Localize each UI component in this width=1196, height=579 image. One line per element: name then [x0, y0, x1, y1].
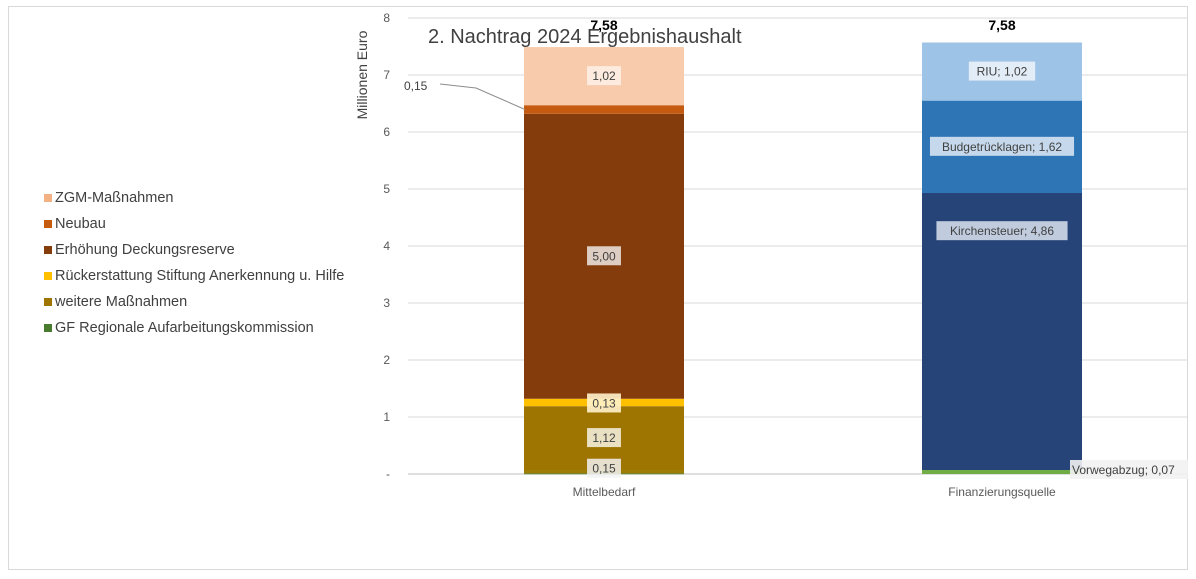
- x-tick-label: Finanzierungsquelle: [948, 485, 1056, 499]
- data-labels: 0,15 1,12 0,13 5,00 0,15 1,02 Vorwegabzug; 0,0…: [404, 17, 1189, 480]
- legend-swatch: [44, 194, 52, 202]
- legend-item: Erhöhung Deckungsreserve: [44, 237, 344, 263]
- data-label: Budgetrücklagen; 1,62: [942, 140, 1062, 154]
- data-label: Kirchensteuer; 4,86: [950, 224, 1054, 238]
- legend-item: ZGM-Maßnahmen: [44, 185, 344, 211]
- data-label-box: [587, 246, 621, 266]
- data-label: Vorwegabzug; 0,07: [1072, 463, 1175, 477]
- legend-label: ZGM-Maßnahmen: [55, 190, 174, 206]
- x-tick-label: Mittelbedarf: [573, 485, 636, 499]
- data-label-box: [587, 428, 621, 448]
- data-label: RIU; 1,02: [977, 65, 1028, 79]
- data-label: 0,15: [404, 79, 428, 93]
- chart-legend: ZGM-Maßnahmen Neubau Erhöhung Deckungsre…: [44, 185, 344, 341]
- total-label: 7,58: [590, 17, 617, 33]
- data-label-box: [587, 458, 621, 478]
- data-label-box: [929, 136, 1075, 156]
- legend-swatch: [44, 246, 52, 254]
- legend-label: weitere Maßnahmen: [55, 294, 188, 310]
- legend-label: Erhöhung Deckungsreserve: [55, 242, 235, 258]
- bar-segment: [524, 105, 684, 114]
- y-tick-label: 7: [383, 68, 390, 82]
- data-label: 1,12: [592, 431, 616, 445]
- legend-label: Rückerstattung Stiftung Anerkennung u. H…: [55, 268, 345, 284]
- legend-label: Neubau: [55, 216, 106, 232]
- data-label-box: [587, 66, 621, 86]
- legend-swatch: [44, 324, 52, 332]
- data-label-box: [936, 221, 1068, 241]
- y-tick-label: 8: [383, 11, 390, 25]
- bar-segment: [922, 470, 1082, 474]
- data-label: 0,15: [592, 462, 616, 476]
- legend-swatch: [44, 220, 52, 228]
- y-tick-label: 1: [383, 410, 390, 424]
- y-tick-label: 6: [383, 125, 390, 139]
- y-axis-ticks: - 1 2 3 4 5 6 7 8: [383, 11, 390, 481]
- y-tick-label: 2: [383, 353, 390, 367]
- legend-swatch: [44, 272, 52, 280]
- legend-item: GF Regionale Aufarbeitungskommission: [44, 315, 344, 341]
- data-label: 5,00: [592, 249, 616, 263]
- data-label: 1,02: [592, 69, 616, 83]
- legend-swatch: [44, 298, 52, 306]
- leader-line: [439, 83, 526, 110]
- y-tick-label: 4: [383, 239, 390, 253]
- y-tick-label: 3: [383, 296, 390, 310]
- total-label: 7,58: [988, 17, 1015, 33]
- y-axis-title: Millionen Euro: [354, 30, 370, 119]
- legend-item: Neubau: [44, 211, 344, 237]
- data-label-box: [587, 393, 621, 413]
- legend-item: weitere Maßnahmen: [44, 289, 344, 315]
- legend-label: GF Regionale Aufarbeitungskommission: [55, 320, 314, 336]
- legend-item: Rückerstattung Stiftung Anerkennung u. H…: [44, 263, 344, 289]
- chart-title: 2. Nachtrag 2024 Ergebnishaushalt: [428, 26, 742, 48]
- chart-frame: [8, 6, 1188, 570]
- y-tick-label: 5: [383, 182, 390, 196]
- data-label: 0,13: [592, 396, 616, 410]
- y-tick-label: -: [386, 467, 390, 481]
- data-label-box: [968, 61, 1036, 81]
- data-label-box: [1070, 460, 1189, 480]
- x-axis-labels: Mittelbedarf Finanzierungsquelle: [573, 485, 1056, 499]
